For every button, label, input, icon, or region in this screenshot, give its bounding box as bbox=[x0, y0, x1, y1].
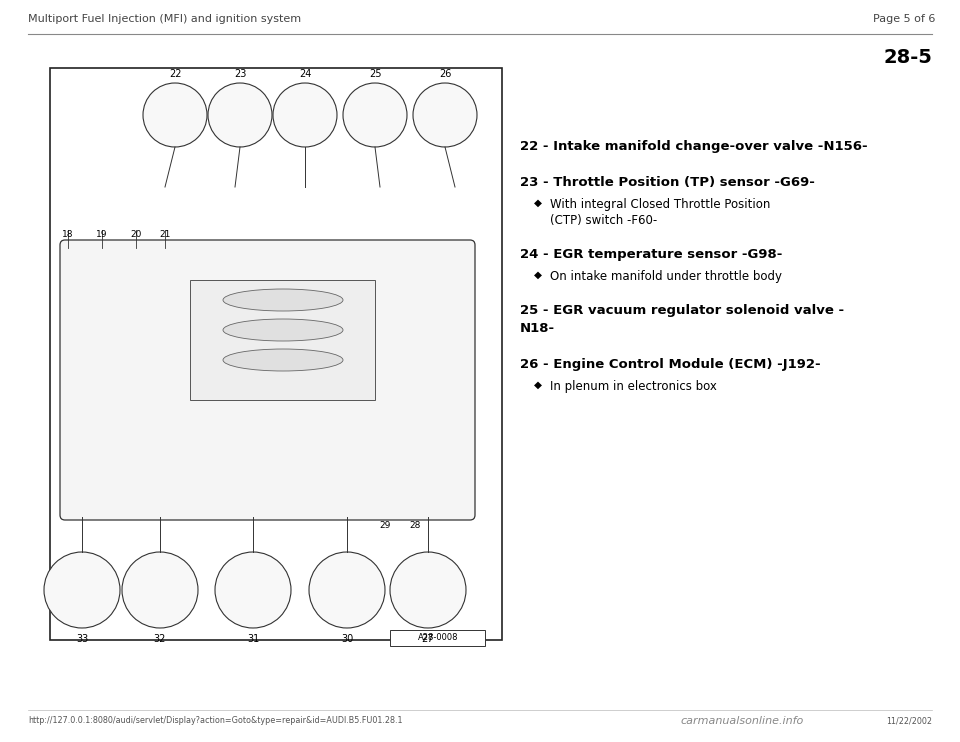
Text: 26: 26 bbox=[439, 69, 451, 79]
Text: On intake manifold under throttle body: On intake manifold under throttle body bbox=[550, 270, 782, 283]
Circle shape bbox=[309, 552, 385, 628]
Text: carmanualsonline.info: carmanualsonline.info bbox=[680, 716, 804, 726]
Text: 32: 32 bbox=[154, 634, 166, 644]
Circle shape bbox=[215, 552, 291, 628]
Text: 21: 21 bbox=[159, 230, 171, 239]
Text: 29: 29 bbox=[379, 521, 391, 530]
Ellipse shape bbox=[223, 289, 343, 311]
Text: 11/22/2002: 11/22/2002 bbox=[886, 716, 932, 725]
FancyBboxPatch shape bbox=[60, 240, 475, 520]
Ellipse shape bbox=[223, 319, 343, 341]
Text: 19: 19 bbox=[96, 230, 108, 239]
Text: 25 - EGR vacuum regulator solenoid valve -: 25 - EGR vacuum regulator solenoid valve… bbox=[520, 304, 844, 317]
Text: ◆: ◆ bbox=[534, 270, 542, 280]
Text: With integral Closed Throttle Position: With integral Closed Throttle Position bbox=[550, 198, 770, 211]
Text: 25: 25 bbox=[369, 69, 381, 79]
Bar bbox=[50, 68, 502, 640]
Text: 23: 23 bbox=[234, 69, 246, 79]
Text: N18-: N18- bbox=[520, 322, 555, 335]
Text: 23 - Throttle Position (TP) sensor -G69-: 23 - Throttle Position (TP) sensor -G69- bbox=[520, 176, 815, 189]
Circle shape bbox=[208, 83, 272, 147]
Text: 24: 24 bbox=[299, 69, 311, 79]
Circle shape bbox=[44, 552, 120, 628]
Circle shape bbox=[273, 83, 337, 147]
Text: In plenum in electronics box: In plenum in electronics box bbox=[550, 380, 717, 393]
Text: 26 - Engine Control Module (ECM) -J192-: 26 - Engine Control Module (ECM) -J192- bbox=[520, 358, 821, 371]
Text: ◆: ◆ bbox=[534, 198, 542, 208]
Circle shape bbox=[343, 83, 407, 147]
Text: 31: 31 bbox=[247, 634, 259, 644]
Text: (CTP) switch -F60-: (CTP) switch -F60- bbox=[550, 214, 658, 227]
Text: 27: 27 bbox=[421, 634, 434, 644]
Text: 20: 20 bbox=[131, 230, 142, 239]
Text: http://127.0.0.1:8080/audi/servlet/Display?action=Goto&type=repair&id=AUDI.B5.FU: http://127.0.0.1:8080/audi/servlet/Displ… bbox=[28, 716, 402, 725]
Text: Multiport Fuel Injection (MFI) and ignition system: Multiport Fuel Injection (MFI) and ignit… bbox=[28, 14, 301, 24]
Text: 28: 28 bbox=[409, 521, 420, 530]
Circle shape bbox=[390, 552, 466, 628]
Text: 18: 18 bbox=[62, 230, 74, 239]
Text: 22 - Intake manifold change-over valve -N156-: 22 - Intake manifold change-over valve -… bbox=[520, 140, 868, 153]
Bar bbox=[390, 630, 485, 646]
Text: 30: 30 bbox=[341, 634, 353, 644]
Ellipse shape bbox=[223, 349, 343, 371]
Text: ◆: ◆ bbox=[534, 380, 542, 390]
Text: Page 5 of 6: Page 5 of 6 bbox=[873, 14, 935, 24]
Text: 24 - EGR temperature sensor -G98-: 24 - EGR temperature sensor -G98- bbox=[520, 248, 782, 261]
Circle shape bbox=[122, 552, 198, 628]
Circle shape bbox=[143, 83, 207, 147]
Text: A28-0008: A28-0008 bbox=[418, 634, 458, 643]
Text: 22: 22 bbox=[169, 69, 181, 79]
Text: 33: 33 bbox=[76, 634, 88, 644]
Text: 28-5: 28-5 bbox=[883, 48, 932, 67]
Bar bbox=[190, 280, 375, 400]
Circle shape bbox=[413, 83, 477, 147]
